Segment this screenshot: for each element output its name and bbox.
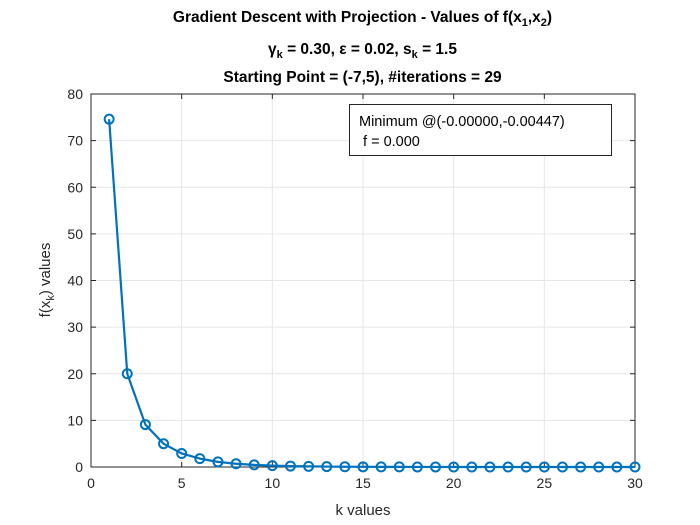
data-point-marker <box>611 461 623 473</box>
annotation-f-value: f = 0.000 <box>359 134 420 150</box>
data-point-marker <box>284 460 296 472</box>
annotation-box: Minimum @(-0.00000,-0.00447) f = 0.000 <box>349 104 612 156</box>
title-text-b: ,x <box>527 9 541 26</box>
data-point-marker <box>411 461 423 473</box>
data-point-marker <box>339 461 351 473</box>
title2-sub-b: k <box>411 49 418 62</box>
chart-title-line1: Gradient Descent with Projection - Value… <box>90 9 635 29</box>
data-point-marker <box>375 461 387 473</box>
data-point-marker <box>248 459 260 471</box>
data-point-marker <box>212 456 224 468</box>
title2-text-b: = 0.30, ε = 0.02, s <box>282 41 412 58</box>
data-point-marker <box>303 460 315 472</box>
data-point-marker <box>520 461 532 473</box>
data-point-marker <box>448 461 460 473</box>
title2-text-c: = 1.5 <box>417 41 457 58</box>
title-text-a: Gradient Descent with Projection - Value… <box>172 9 522 26</box>
title-text-c: ) <box>546 9 553 26</box>
data-point-marker <box>321 461 333 473</box>
data-point-marker <box>176 447 188 459</box>
data-point-marker <box>194 453 206 465</box>
data-point-marker <box>466 461 478 473</box>
title-sub-2: 2 <box>540 17 547 30</box>
chart-title-line3: Starting Point = (-7,5), #iterations = 2… <box>223 69 502 86</box>
y-tick-label: 20 <box>67 366 83 382</box>
data-point-marker <box>629 461 641 473</box>
data-point-marker <box>593 461 605 473</box>
y-tick-label: 0 <box>75 459 83 475</box>
y-axis-label-end: ) values <box>37 243 54 296</box>
x-tick-label: 15 <box>355 475 371 491</box>
data-point-marker <box>484 461 496 473</box>
x-tick-label: 10 <box>265 475 281 491</box>
y-tick-label: 60 <box>67 179 83 195</box>
title2-sub-a: k <box>276 49 283 62</box>
y-tick-label: 30 <box>67 319 83 335</box>
data-point-marker <box>158 438 170 450</box>
series-line <box>108 119 635 469</box>
x-tick-label: 0 <box>87 475 95 491</box>
y-tick-label: 70 <box>67 133 83 149</box>
x-tick-label: 25 <box>537 475 553 491</box>
data-point-marker <box>266 460 278 472</box>
data-point-marker <box>575 461 587 473</box>
chart-title-line2: γk = 0.30, ε = 0.02, sk = 1.5 <box>90 41 635 61</box>
x-tick-label: 30 <box>627 475 643 491</box>
data-point-marker <box>103 113 115 125</box>
y-tick-label: 80 <box>67 86 83 102</box>
axis-ticks: 0 5 10 15 20 25 30 0 10 20 30 40 50 60 70 80 <box>67 86 643 491</box>
y-axis-label-sub: k <box>45 295 57 301</box>
data-point-marker <box>139 419 151 431</box>
x-axis-label: k values <box>335 502 390 519</box>
x-tick-label: 20 <box>446 475 462 491</box>
x-tick-label: 5 <box>178 475 186 491</box>
data-point-marker <box>230 458 242 470</box>
series-group <box>103 113 641 473</box>
annotation-minimum: Minimum @(-0.00000,-0.00447) <box>359 114 565 130</box>
data-point-marker <box>502 461 514 473</box>
y-axis-label-main: f(x <box>37 300 54 317</box>
y-tick-label: 10 <box>67 412 83 428</box>
title-sub-1: 1 <box>521 17 528 30</box>
data-point-marker <box>556 461 568 473</box>
y-tick-label: 50 <box>67 226 83 242</box>
data-point-marker <box>430 461 442 473</box>
title2-text-a: γ <box>268 41 277 58</box>
data-point-marker <box>393 461 405 473</box>
data-point-marker <box>357 461 369 473</box>
y-tick-label: 40 <box>67 273 83 289</box>
y-axis-label: f(xk) values <box>37 243 57 318</box>
data-point-marker <box>538 461 550 473</box>
grid <box>91 94 635 467</box>
data-point-marker <box>121 368 133 380</box>
